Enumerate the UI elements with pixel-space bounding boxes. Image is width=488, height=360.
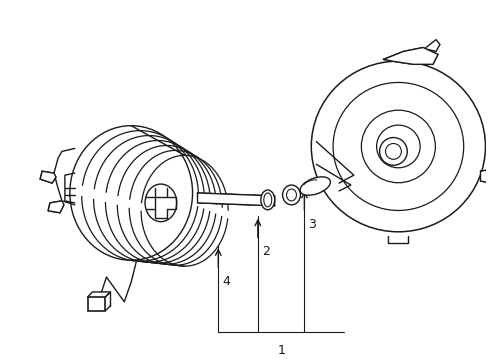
- Polygon shape: [197, 193, 274, 206]
- Text: 3: 3: [308, 218, 316, 231]
- Polygon shape: [383, 48, 437, 64]
- Text: 2: 2: [261, 246, 269, 258]
- Ellipse shape: [260, 190, 274, 210]
- Ellipse shape: [300, 177, 330, 195]
- Polygon shape: [480, 168, 488, 184]
- Ellipse shape: [282, 185, 300, 205]
- Ellipse shape: [385, 144, 401, 159]
- Text: 1: 1: [277, 345, 285, 357]
- Polygon shape: [48, 201, 64, 213]
- Ellipse shape: [361, 110, 434, 183]
- Text: 4: 4: [222, 275, 230, 288]
- Ellipse shape: [376, 125, 419, 168]
- Ellipse shape: [145, 184, 176, 222]
- Ellipse shape: [286, 189, 296, 201]
- Ellipse shape: [263, 193, 271, 207]
- Ellipse shape: [311, 61, 485, 232]
- Polygon shape: [40, 171, 56, 183]
- Polygon shape: [87, 297, 105, 311]
- Ellipse shape: [379, 138, 407, 165]
